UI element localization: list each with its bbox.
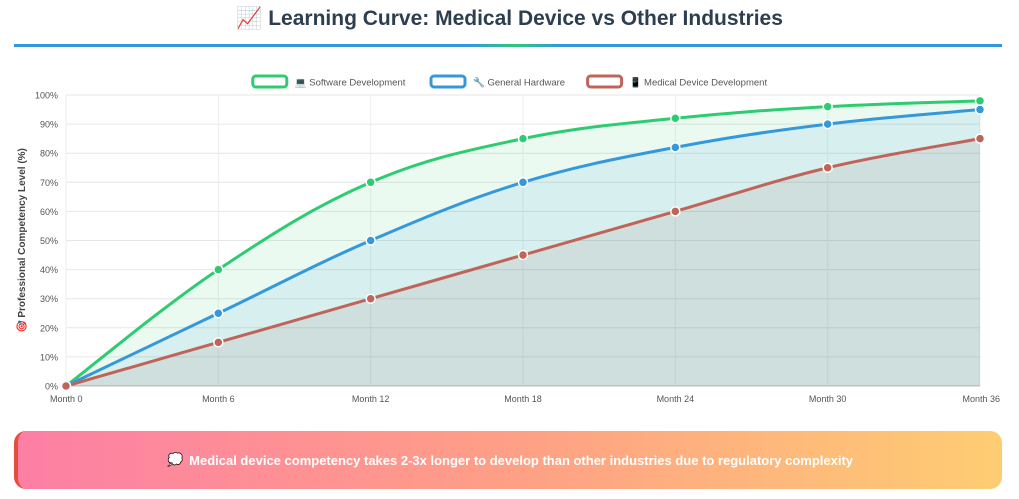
y-axis-label: Professional Competency Level (%)	[17, 148, 28, 318]
legend-swatch	[586, 74, 624, 89]
data-point	[213, 308, 224, 319]
y-tick-label: 50%	[40, 236, 58, 246]
y-tick-label: 70%	[40, 178, 58, 188]
learning-curve-chart: 💻 Software Development 🔧 General Hardware…	[16, 74, 1000, 404]
y-axis-label-text: 🎯 Professional Competency Level (%)	[16, 148, 28, 333]
legend-label: 🔧 General Hardware	[473, 77, 565, 89]
target-icon: 🎯	[16, 318, 28, 333]
x-tick-label: Month 30	[809, 394, 847, 404]
series-areas	[66, 100, 980, 387]
data-point	[670, 206, 681, 217]
page-title: 📈 Learning Curve: Medical Device vs Other…	[0, 6, 1019, 31]
data-point	[822, 118, 833, 130]
data-point	[60, 380, 72, 392]
data-point	[822, 162, 833, 173]
x-tick-label: Month 0	[50, 394, 83, 404]
data-point	[365, 293, 376, 304]
data-point	[822, 101, 833, 112]
x-tick-label: Month 18	[504, 394, 542, 404]
series-points	[60, 95, 986, 392]
title-divider-accent	[470, 44, 560, 47]
data-point	[213, 264, 224, 275]
data-point	[670, 113, 681, 124]
data-point	[670, 142, 681, 153]
x-tick-label: Month 6	[202, 394, 235, 404]
x-tick-label: Month 24	[657, 394, 695, 404]
x-tick-label: Month 36	[962, 394, 1000, 404]
y-tick-label: 100%	[35, 91, 58, 101]
y-tick-label: 20%	[40, 323, 58, 333]
series-area	[66, 100, 980, 386]
data-point	[974, 133, 986, 144]
legend-item[interactable]: 💻 Software Development	[251, 74, 406, 89]
series-area	[66, 138, 980, 386]
data-point	[974, 104, 986, 115]
y-axis-label: 🎯 Professional Competency Level (%)	[16, 148, 28, 333]
data-point	[974, 95, 986, 107]
y-tick-label: 60%	[40, 207, 58, 217]
page-title-text: Learning Curve: Medical Device vs Other …	[268, 7, 783, 30]
legend-label: 💻 Software Development	[295, 78, 406, 89]
legend-swatch	[429, 74, 467, 89]
series-area	[66, 109, 980, 387]
y-tick-label: 0%	[45, 382, 58, 392]
legend-item[interactable]: 📱 Medical Device Development	[586, 74, 768, 89]
data-point	[365, 235, 376, 246]
data-point	[517, 177, 529, 188]
legend-swatch	[251, 74, 289, 89]
y-tick-label: 40%	[40, 265, 58, 275]
data-point	[213, 337, 224, 348]
y-tick-label: 10%	[40, 352, 58, 362]
chart-icon: 📈	[236, 6, 263, 30]
y-tick-label: 80%	[40, 149, 58, 159]
data-point	[365, 177, 376, 188]
y-axis-ticks: 0% 10% 20% 30% 40% 50% 60% 70% 80% 90% 100%	[35, 91, 58, 392]
y-tick-label: 90%	[40, 120, 58, 130]
y-tick-label: 30%	[40, 294, 58, 304]
data-point	[517, 249, 529, 261]
insight-banner-text: Medical device competency takes 2-3x lon…	[189, 452, 854, 468]
x-tick-label: Month 12	[352, 394, 390, 404]
insight-banner: 💭 Medical device competency takes 2-3x lo…	[14, 431, 1002, 489]
x-axis-ticks: Month 0 Month 6 Month 12 Month 18 Month 24 Mo…	[50, 394, 1000, 404]
legend-label: 📱 Medical Device Development	[630, 77, 768, 89]
chart-legend[interactable]: 💻 Software Development 🔧 General Hardware…	[251, 74, 768, 89]
legend-item[interactable]: 🔧 General Hardware	[429, 74, 565, 89]
data-point	[517, 133, 529, 144]
thought-bubble-icon: 💭	[166, 452, 184, 468]
